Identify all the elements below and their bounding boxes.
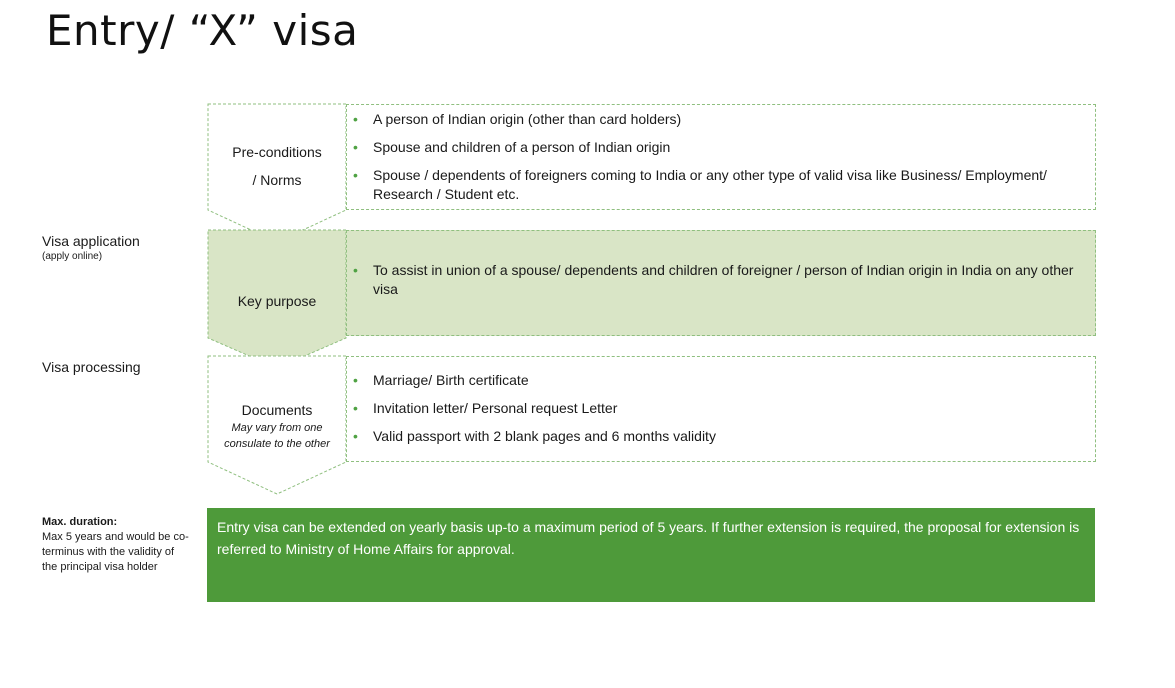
key-purpose-chevron — [207, 229, 347, 369]
documents-label-head: Documents — [241, 402, 313, 418]
key-purpose-list: To assist in union of a spouse/ dependen… — [347, 261, 1087, 299]
list-item: Marriage/ Birth certificate — [347, 371, 1087, 390]
max-duration-text: Max 5 years and would be co-terminus wit… — [42, 531, 189, 573]
page-title: Entry/ “X” visa — [46, 6, 359, 55]
preconditions-chevron — [207, 103, 347, 243]
list-item: A person of Indian origin (other than ca… — [347, 110, 1087, 129]
extension-banner: Entry visa can be extended on yearly bas… — [207, 508, 1095, 602]
list-item: Valid passport with 2 blank pages and 6 … — [347, 427, 1087, 446]
documents-list: Marriage/ Birth certificate Invitation l… — [347, 371, 1087, 446]
key-purpose-label: Key purpose — [237, 293, 317, 309]
visa-application-sub: (apply online) — [42, 251, 103, 262]
preconditions-label: Pre-conditions / Norms — [208, 136, 346, 196]
documents-label-note: May vary from one consulate to the other — [224, 422, 330, 450]
preconditions-list: A person of Indian origin (other than ca… — [347, 110, 1087, 204]
list-item: Invitation letter/ Personal request Lett… — [347, 399, 1087, 418]
visa-application-label: Visa application (apply online) — [42, 233, 140, 262]
max-duration-head: Max. duration: — [42, 516, 118, 528]
documents-label: Documents May vary from one consulate to… — [222, 388, 332, 464]
preconditions-box: A person of Indian origin (other than ca… — [346, 104, 1096, 210]
visa-application-text: Visa application — [42, 233, 140, 249]
key-purpose-box: To assist in union of a spouse/ dependen… — [346, 230, 1096, 336]
preconditions-label-line2: / Norms — [252, 172, 302, 188]
documents-box: Marriage/ Birth certificate Invitation l… — [346, 356, 1096, 462]
preconditions-label-line1: Pre-conditions — [232, 144, 322, 160]
list-item: Spouse / dependents of foreigners coming… — [347, 166, 1087, 204]
max-duration-note: Max. duration: Max 5 years and would be … — [42, 515, 192, 575]
list-item: To assist in union of a spouse/ dependen… — [347, 261, 1087, 299]
list-item: Spouse and children of a person of India… — [347, 138, 1087, 157]
visa-processing-label: Visa processing — [42, 359, 141, 375]
documents-chevron — [207, 355, 347, 495]
